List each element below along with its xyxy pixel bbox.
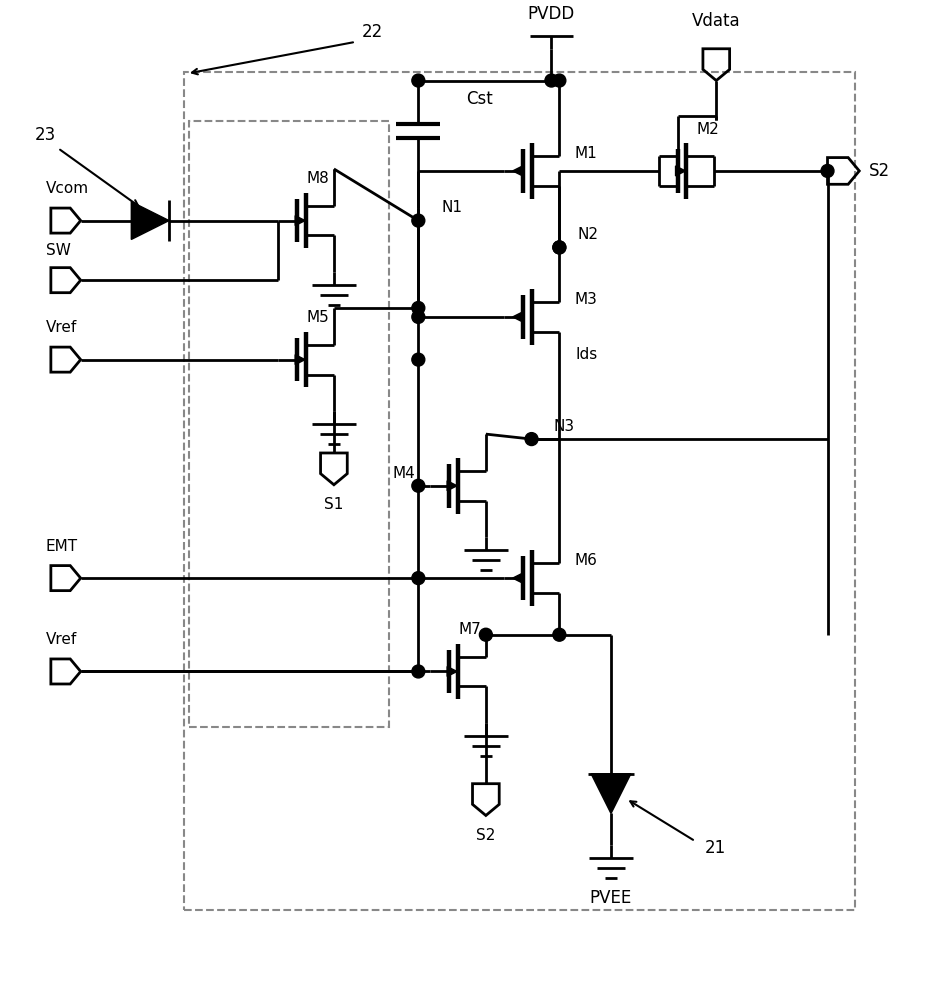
Polygon shape xyxy=(447,481,457,491)
Text: Vdata: Vdata xyxy=(692,12,741,30)
Circle shape xyxy=(553,628,566,641)
Circle shape xyxy=(412,353,425,366)
Circle shape xyxy=(412,302,425,314)
Circle shape xyxy=(545,74,558,87)
Text: N3: N3 xyxy=(554,419,574,434)
Polygon shape xyxy=(295,355,305,365)
Circle shape xyxy=(412,214,425,227)
Text: EMT: EMT xyxy=(46,539,78,554)
Circle shape xyxy=(412,665,425,678)
Text: PVEE: PVEE xyxy=(590,889,632,907)
Text: 22: 22 xyxy=(362,23,383,41)
Circle shape xyxy=(553,241,566,254)
Circle shape xyxy=(412,479,425,492)
Polygon shape xyxy=(591,774,631,813)
Text: Vref: Vref xyxy=(46,632,77,647)
Text: S2: S2 xyxy=(476,828,496,843)
Circle shape xyxy=(525,433,538,446)
Text: SW: SW xyxy=(46,243,71,258)
Circle shape xyxy=(553,74,566,87)
Polygon shape xyxy=(513,573,523,583)
Text: M8: M8 xyxy=(307,171,329,186)
Text: M4: M4 xyxy=(392,466,415,481)
Text: N2: N2 xyxy=(577,227,598,242)
Circle shape xyxy=(821,164,834,177)
Circle shape xyxy=(412,74,425,87)
Polygon shape xyxy=(295,216,305,226)
Text: 23: 23 xyxy=(34,126,56,144)
Circle shape xyxy=(412,572,425,585)
Text: Cst: Cst xyxy=(467,90,493,108)
Polygon shape xyxy=(676,166,685,176)
Polygon shape xyxy=(131,202,169,239)
Text: S1: S1 xyxy=(324,497,344,512)
Text: PVDD: PVDD xyxy=(528,5,575,23)
Text: S2: S2 xyxy=(869,162,890,180)
Text: Ids: Ids xyxy=(575,347,597,362)
Text: M5: M5 xyxy=(307,310,329,325)
Text: N1: N1 xyxy=(441,200,462,215)
Text: M3: M3 xyxy=(575,292,597,307)
Circle shape xyxy=(553,241,566,254)
Circle shape xyxy=(412,310,425,323)
Text: 21: 21 xyxy=(705,839,726,857)
Text: Vref: Vref xyxy=(46,320,77,335)
Polygon shape xyxy=(447,667,457,676)
Polygon shape xyxy=(513,166,523,176)
Text: M2: M2 xyxy=(697,122,720,137)
Text: M7: M7 xyxy=(459,622,481,637)
Text: Vcom: Vcom xyxy=(46,181,89,196)
Polygon shape xyxy=(513,312,523,322)
Text: M6: M6 xyxy=(575,553,597,568)
Text: M1: M1 xyxy=(575,146,597,161)
Circle shape xyxy=(479,628,492,641)
